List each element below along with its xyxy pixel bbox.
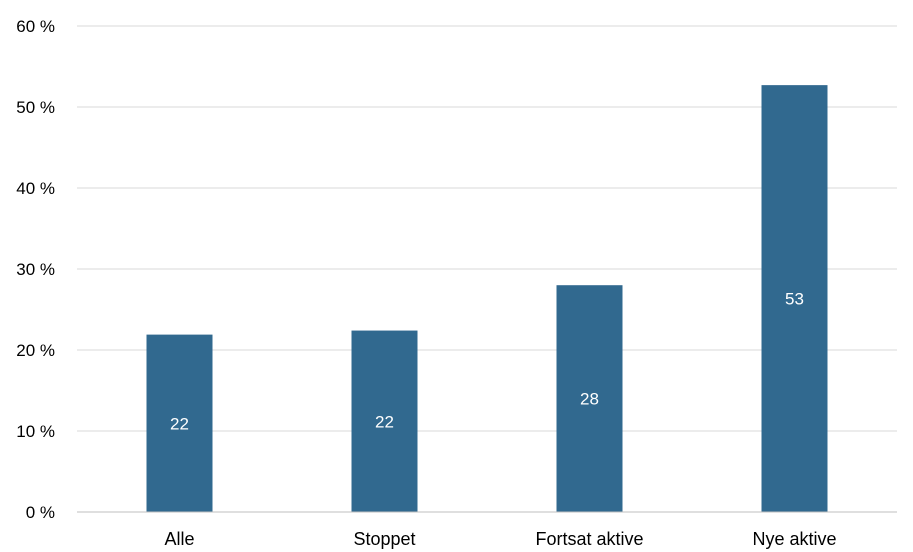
data-labels: 22 22 28 53 xyxy=(170,290,804,434)
y-tick-label: 30 % xyxy=(16,260,55,279)
bar xyxy=(556,285,623,512)
x-axis-category-labels: Alle Stoppet Fortsat aktive Nye aktive xyxy=(164,529,836,549)
gridlines xyxy=(77,25,897,432)
x-category-label: Nye aktive xyxy=(752,529,836,549)
x-category-label: Stoppet xyxy=(353,529,415,549)
bar-data-label: 22 xyxy=(375,412,394,431)
bars xyxy=(146,85,828,512)
bar-data-label: 22 xyxy=(170,414,189,433)
y-tick-label: 40 % xyxy=(16,179,55,198)
y-tick-label: 60 % xyxy=(16,17,55,36)
bar-data-label: 28 xyxy=(580,390,599,409)
x-category-label: Fortsat aktive xyxy=(535,529,643,549)
bar xyxy=(146,334,213,512)
y-tick-label: 0 % xyxy=(26,503,55,522)
y-tick-label: 20 % xyxy=(16,341,55,360)
y-axis-tick-labels: 0 % 10 % 20 % 30 % 40 % 50 % 60 % xyxy=(16,17,55,522)
y-tick-label: 50 % xyxy=(16,98,55,117)
x-category-label: Alle xyxy=(164,529,194,549)
bar xyxy=(761,85,828,512)
bar xyxy=(351,330,418,512)
y-tick-label: 10 % xyxy=(16,422,55,441)
bar-data-label: 53 xyxy=(785,290,804,309)
